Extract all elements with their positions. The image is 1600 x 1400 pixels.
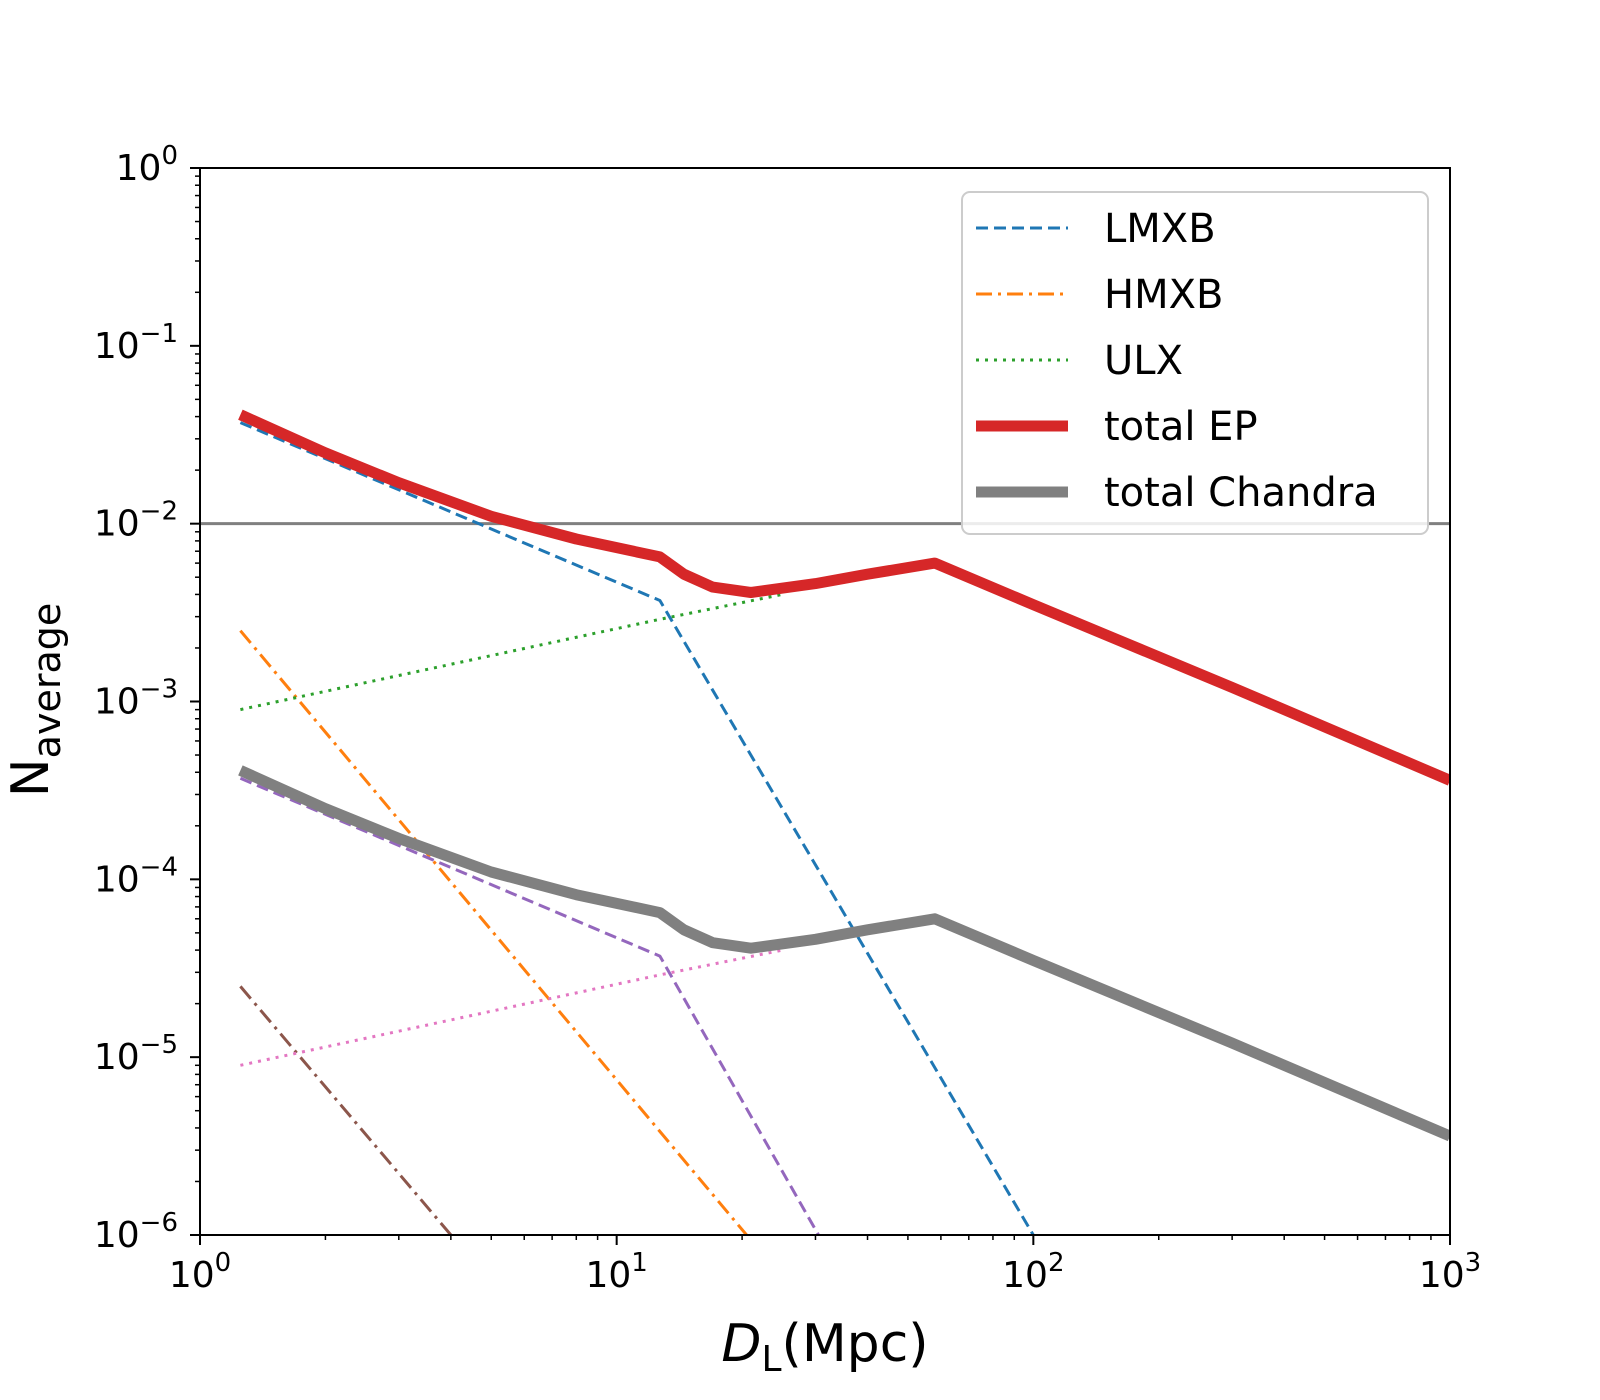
y-tick-label: 10−4: [94, 852, 178, 900]
y-tick-label: 10−2: [94, 497, 178, 545]
legend: LMXB HMXB ULX total EP total Chandra: [961, 191, 1429, 535]
major-ticks: [190, 167, 1451, 1245]
legend-label-hmxb: HMXB: [1104, 272, 1223, 318]
x-axis-label-subscript: L: [761, 1339, 781, 1380]
x-tick-labels: 100 101 102 103: [169, 1248, 1481, 1296]
y-axis-label-symbol: N: [1, 758, 61, 797]
legend-label-total-chandra: total Chandra: [1104, 470, 1378, 516]
series-line-unlabeled-6: [239, 985, 453, 1235]
x-tick-label: 101: [585, 1248, 647, 1296]
x-axis-label: DL(Mpc): [721, 1314, 928, 1380]
x-tick-label: 103: [1419, 1248, 1481, 1296]
series-line-lmxb: [239, 421, 1035, 1235]
y-tick-labels: 100 10−1 10−2 10−3 10−4 10−5 10−6: [94, 141, 178, 1256]
x-axis-label-symbol: D: [721, 1314, 761, 1374]
y-tick-label: 10−5: [94, 1030, 178, 1078]
x-tick-label: 102: [1002, 1248, 1064, 1296]
y-tick-label: 10−3: [94, 675, 178, 723]
legend-label-total-ep: total EP: [1104, 404, 1258, 450]
series-line-hmxb: [239, 629, 748, 1235]
series-line-unlabeled-5: [239, 776, 820, 1235]
legend-box: [961, 191, 1429, 535]
y-tick-label: 10−6: [94, 1208, 178, 1256]
x-axis-label-unit: (Mpc): [782, 1314, 929, 1374]
y-tick-label: 10−1: [94, 319, 178, 367]
x-tick-label: 100: [169, 1248, 231, 1296]
legend-label-lmxb: LMXB: [1104, 206, 1216, 252]
series-layer: [238, 409, 1450, 1235]
series-line-total-ep: [238, 409, 1450, 786]
series-line-total-chandra: [238, 765, 1450, 1142]
plot-frame: [199, 167, 1451, 1236]
y-tick-label: 100: [116, 141, 178, 189]
y-axis-label: Naverage: [1, 603, 69, 797]
legend-label-ulx: ULX: [1104, 338, 1183, 384]
y-axis-label-subscript: average: [25, 603, 69, 759]
